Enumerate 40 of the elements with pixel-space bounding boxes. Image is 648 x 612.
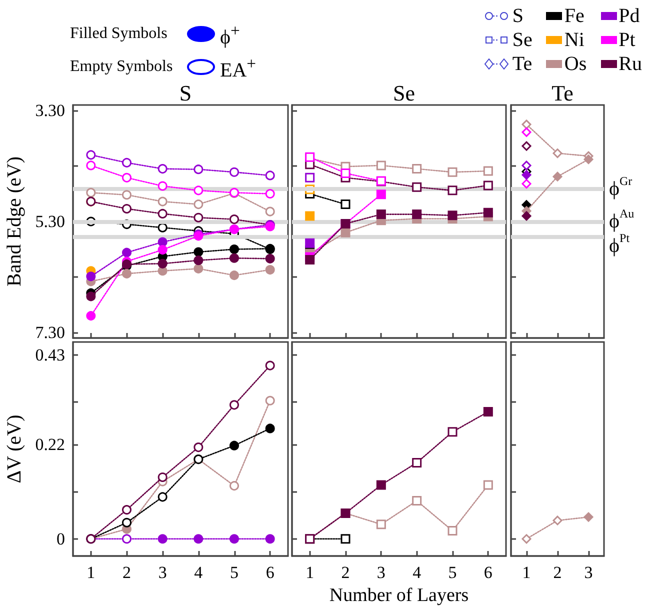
legend-label: Fe — [564, 4, 584, 28]
x-tick-label: 1 — [522, 563, 531, 582]
legend-label: Pt — [618, 28, 636, 52]
x-tick-label: 6 — [484, 563, 492, 582]
y-tick-label: 7.30 — [35, 322, 65, 342]
y-tick-label: 3.30 — [35, 101, 65, 120]
text: Te — [512, 52, 532, 76]
x-axis-title: Number of Layers — [329, 584, 469, 606]
x-tick-label: 4 — [194, 563, 204, 582]
x-tick-label: 4 — [412, 563, 422, 582]
y-tick-label: 5.30 — [35, 212, 65, 231]
x-tick-label: 5 — [448, 563, 457, 582]
y-axis-title: ΔV (eV) — [3, 414, 26, 484]
text: Se — [512, 28, 532, 52]
text: EA$^{+}$ — [220, 52, 256, 84]
y-tick-label: 0 — [56, 529, 65, 548]
text: Filled Symbols — [70, 24, 168, 44]
x-tick-label: 2 — [341, 563, 350, 582]
x-tick-label: 3 — [158, 563, 167, 582]
x-tick-label: 3 — [584, 563, 593, 582]
y-axis-title: Band Edge (eV) — [3, 156, 26, 286]
legend-label: Ni — [564, 28, 584, 52]
y-tick-label: 0.43 — [35, 345, 65, 364]
legend-label: Os — [564, 52, 587, 76]
x-tick-label: 6 — [266, 563, 274, 582]
legend-label: Ru — [618, 52, 642, 76]
x-tick-label: 1 — [306, 563, 314, 582]
text: Empty Symbols — [70, 56, 174, 77]
x-tick-label: 3 — [376, 563, 386, 582]
x-tick-label: 2 — [122, 563, 131, 582]
x-tick-label: 1 — [86, 563, 96, 582]
text: S — [512, 4, 524, 28]
y-tick-label: 0.22 — [35, 435, 65, 454]
chart-title: S — [179, 80, 192, 106]
legend-label: Pd — [618, 4, 640, 28]
x-tick-label: 2 — [553, 563, 562, 582]
chart-title: Se — [393, 80, 415, 106]
text: ϕ$^{+}$ — [220, 20, 240, 51]
x-tick-label: 5 — [230, 563, 238, 582]
chart-title: Te — [552, 80, 574, 106]
